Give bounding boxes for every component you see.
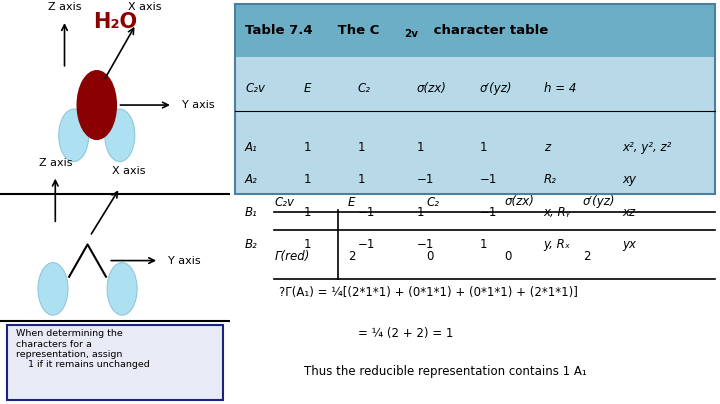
Circle shape (77, 71, 117, 139)
Text: x², y², z²: x², y², z² (622, 141, 672, 154)
Text: 1: 1 (304, 238, 311, 251)
Text: h = 4: h = 4 (544, 82, 576, 95)
Text: 1: 1 (416, 206, 424, 219)
Text: E: E (348, 196, 355, 208)
Text: z: z (544, 141, 550, 154)
Text: 1: 1 (358, 173, 365, 186)
Text: 0: 0 (505, 250, 512, 263)
Text: Thus the reducible representation contains 1 A₁: Thus the reducible representation contai… (304, 365, 587, 378)
Text: R₂: R₂ (544, 173, 557, 186)
Text: σ(zx): σ(zx) (416, 82, 446, 95)
Text: ?Γ(A₁) = ¼[(2*1*1) + (0*1*1) + (0*1*1) + (2*1*1)]: ?Γ(A₁) = ¼[(2*1*1) + (0*1*1) + (0*1*1) +… (279, 286, 578, 299)
Text: 1: 1 (358, 141, 365, 154)
Text: −1: −1 (480, 173, 498, 186)
Text: When determining the
characters for a
representation, assign
    1 if it remains: When determining the characters for a re… (16, 329, 150, 370)
Text: B₂: B₂ (245, 238, 258, 251)
Text: Y axis: Y axis (168, 256, 201, 265)
Text: σ′(yz): σ′(yz) (583, 196, 616, 208)
Text: 1: 1 (304, 141, 311, 154)
Text: The C: The C (333, 24, 379, 37)
Text: X axis: X axis (112, 166, 145, 176)
Text: = ¼ (2 + 2) = 1: = ¼ (2 + 2) = 1 (358, 327, 453, 340)
Text: C₂v: C₂v (245, 82, 265, 95)
Text: Γ(red): Γ(red) (274, 250, 310, 263)
Text: −1: −1 (358, 238, 375, 251)
Text: 1: 1 (480, 238, 487, 251)
Text: 2: 2 (348, 250, 356, 263)
Circle shape (107, 263, 137, 315)
Text: C₂: C₂ (358, 82, 371, 95)
Text: Z axis: Z axis (39, 158, 72, 168)
Circle shape (59, 109, 89, 162)
Text: y, Rₓ: y, Rₓ (544, 238, 571, 251)
Text: 1: 1 (304, 173, 311, 186)
Text: −1: −1 (480, 206, 498, 219)
Text: character table: character table (428, 24, 548, 37)
Text: C₂: C₂ (426, 196, 439, 208)
FancyBboxPatch shape (235, 57, 715, 194)
Text: C₂v: C₂v (274, 196, 294, 208)
Text: x, Rᵧ: x, Rᵧ (544, 206, 571, 219)
Text: E: E (304, 82, 311, 95)
Text: 2: 2 (583, 250, 590, 263)
Text: xz: xz (622, 206, 635, 219)
Text: xy: xy (622, 173, 636, 186)
Text: Z axis: Z axis (48, 2, 81, 12)
Text: 1: 1 (304, 206, 311, 219)
Text: Y axis: Y axis (182, 100, 215, 110)
Text: 2v: 2v (404, 29, 418, 39)
Text: −1: −1 (416, 238, 434, 251)
Text: −1: −1 (416, 173, 434, 186)
Text: 1: 1 (480, 141, 487, 154)
Text: 0: 0 (426, 250, 433, 263)
Text: A₁: A₁ (245, 141, 258, 154)
Text: σ(zx): σ(zx) (505, 196, 534, 208)
Text: σ′(yz): σ′(yz) (480, 82, 513, 95)
Circle shape (105, 109, 135, 162)
Text: A₂: A₂ (245, 173, 258, 186)
Text: X axis: X axis (128, 2, 162, 12)
FancyBboxPatch shape (235, 4, 715, 57)
Text: H₂O: H₂O (93, 12, 138, 32)
Text: 1: 1 (416, 141, 424, 154)
Text: yx: yx (622, 238, 636, 251)
Text: B₁: B₁ (245, 206, 258, 219)
FancyBboxPatch shape (7, 325, 223, 400)
Text: Table 7.4: Table 7.4 (245, 24, 312, 37)
Circle shape (38, 263, 68, 315)
Text: −1: −1 (358, 206, 375, 219)
